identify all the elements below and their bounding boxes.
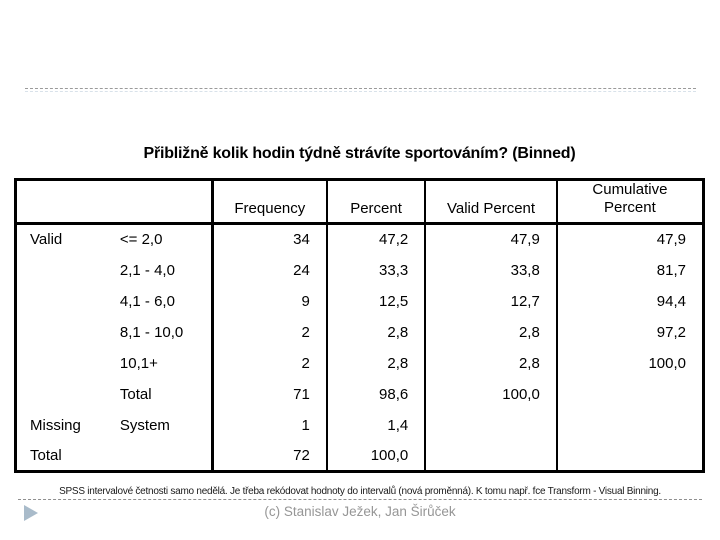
- cell-frequency: 9: [212, 285, 328, 317]
- cell-frequency: 2: [212, 347, 328, 379]
- table-row: Total 72 100,0: [16, 440, 704, 472]
- row-category-label: 10,1+: [107, 347, 214, 379]
- cell-percent: 47,2: [326, 223, 427, 255]
- table-row: 8,1 - 10,0 2 2,8 2,8 97,2: [16, 316, 704, 348]
- cell-valid-percent: 33,8: [425, 254, 558, 286]
- col-header-valid-percent: Valid Percent: [425, 179, 558, 225]
- top-dashed-divider-shadow: [25, 91, 696, 92]
- row-group-label: [16, 317, 108, 348]
- cell-cumulative-percent: 97,2: [656, 323, 686, 341]
- row-category-label: [107, 440, 214, 472]
- footnote-text: SPSS intervalové četnosti samo nedělá. J…: [18, 486, 702, 500]
- row-category-label: 4,1 - 6,0: [107, 285, 214, 317]
- table-corner-cell: [15, 179, 214, 225]
- row-category-label: Total: [107, 378, 214, 410]
- bullet-arrow-icon: [24, 505, 38, 521]
- cell-frequency: 24: [212, 254, 328, 286]
- cell-percent: 1,4: [326, 409, 427, 441]
- cell-percent: 2,8: [326, 347, 427, 379]
- cell-cumulative-percent: 47,9: [656, 231, 686, 249]
- cell-valid-percent: 47,9: [425, 223, 558, 255]
- col-header-frequency: Frequency: [212, 179, 328, 225]
- row-group-label: Total: [30, 446, 62, 464]
- row-group-label: Valid: [30, 231, 63, 249]
- table-title: Přibližně kolik hodin týdně strávíte spo…: [143, 145, 576, 162]
- cell-frequency: 2: [212, 316, 328, 348]
- cell-valid-percent: [425, 409, 558, 441]
- cell-percent: 33,3: [326, 254, 427, 286]
- spss-frequency-table: Frequency Percent Valid Percent Cumulati…: [14, 178, 705, 473]
- cell-valid-percent: 2,8: [425, 347, 558, 379]
- row-category-label: 8,1 - 10,0: [107, 316, 214, 348]
- row-category-label: System: [107, 409, 214, 441]
- row-category-label: <= 2,0: [107, 223, 214, 255]
- row-group-label: [16, 348, 108, 379]
- cell-frequency: 72: [212, 440, 328, 472]
- cell-frequency: 71: [212, 378, 328, 410]
- col-header-percent: Percent: [326, 179, 427, 225]
- cell-valid-percent: [425, 440, 558, 472]
- credit-text: (c) Stanislav Ježek, Jan Širůček: [264, 504, 456, 519]
- table-row: Missing System 1 1,4: [16, 409, 704, 441]
- table-row: 10,1+ 2 2,8 2,8 100,0: [16, 347, 704, 379]
- table-row: 4,1 - 6,0 9 12,5 12,7 94,4: [16, 285, 704, 317]
- cell-percent: 2,8: [326, 316, 427, 348]
- cell-frequency: 34: [212, 223, 328, 255]
- cell-percent: 98,6: [326, 378, 427, 410]
- cell-cumulative-percent: [557, 410, 704, 441]
- cell-cumulative-percent: [557, 379, 704, 410]
- cell-cumulative-percent: 81,7: [656, 261, 686, 279]
- table-row: Valid <= 2,0 34 47,2 47,9 47,9: [16, 223, 704, 255]
- row-group-label: [16, 255, 108, 286]
- row-group-label: Missing: [30, 416, 81, 434]
- col-header-cumulative-percent: Cumulative Percent: [556, 179, 704, 225]
- cell-percent: 12,5: [326, 285, 427, 317]
- cell-valid-percent: 12,7: [425, 285, 558, 317]
- row-category-label: 2,1 - 4,0: [107, 254, 214, 286]
- cell-percent: 100,0: [326, 440, 427, 472]
- top-dashed-divider: [25, 88, 696, 89]
- row-group-label: [16, 379, 108, 410]
- cell-cumulative-percent: 100,0: [648, 354, 686, 372]
- cell-cumulative-percent: 94,4: [656, 292, 686, 310]
- cell-frequency: 1: [212, 409, 328, 441]
- cell-valid-percent: 100,0: [425, 378, 558, 410]
- row-group-label: [16, 286, 108, 317]
- cell-valid-percent: 2,8: [425, 316, 558, 348]
- cell-cumulative-percent: [557, 441, 704, 472]
- table-row: 2,1 - 4,0 24 33,3 33,8 81,7: [16, 254, 704, 286]
- table-header-row: Frequency Percent Valid Percent Cumulati…: [15, 179, 704, 225]
- table-row: Total 71 98,6 100,0: [16, 378, 704, 410]
